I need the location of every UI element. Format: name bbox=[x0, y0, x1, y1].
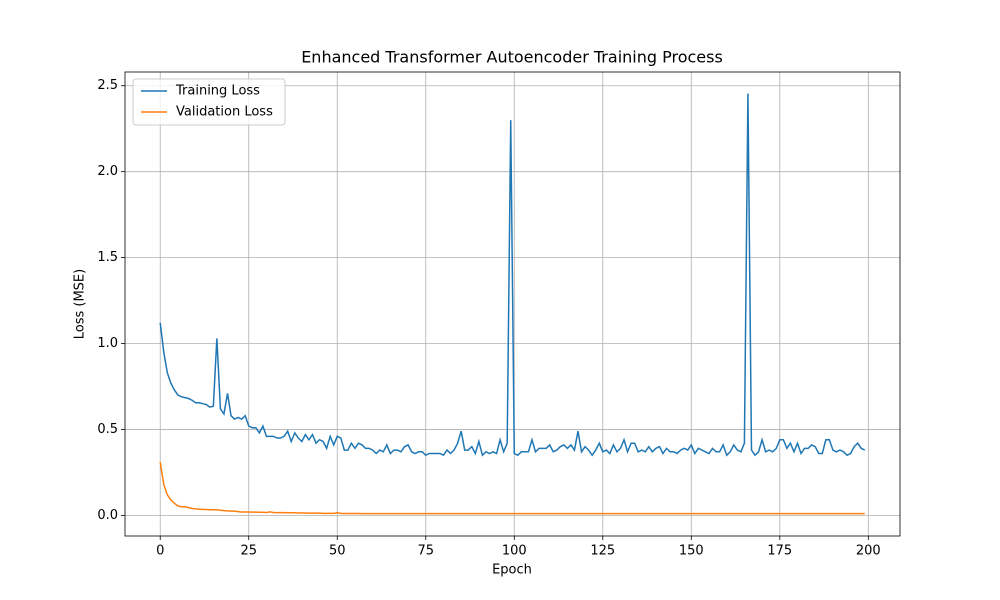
y-tick-label: 1.0 bbox=[97, 336, 118, 351]
x-tick-label: 0 bbox=[156, 544, 164, 559]
line-series bbox=[159, 461, 865, 515]
x-tick-label: 200 bbox=[856, 544, 881, 559]
y-tick-label: 2.5 bbox=[97, 78, 118, 93]
y-tick-label: 2.0 bbox=[97, 164, 118, 179]
x-tick-label: 75 bbox=[417, 544, 434, 559]
x-tick-label: 175 bbox=[767, 544, 792, 559]
legend-label: Training Loss bbox=[175, 84, 260, 99]
y-axis-label: Loss (MSE) bbox=[73, 269, 88, 339]
legend-box bbox=[132, 78, 286, 126]
y-tick-label: 0.0 bbox=[97, 508, 118, 523]
x-tick-label: 150 bbox=[679, 544, 704, 559]
y-tick-label: 0.5 bbox=[97, 422, 118, 437]
x-tick-label: 100 bbox=[502, 544, 527, 559]
chart-title: Enhanced Transformer Autoencoder Trainin… bbox=[301, 48, 723, 67]
plot-frame bbox=[124, 71, 901, 537]
line-series bbox=[159, 93, 866, 457]
x-tick-label: 50 bbox=[329, 544, 346, 559]
x-axis-label: Epoch bbox=[492, 563, 532, 578]
y-tick-label: 1.5 bbox=[97, 250, 118, 265]
x-tick-label: 125 bbox=[590, 544, 615, 559]
x-tick-label: 25 bbox=[240, 544, 257, 559]
legend-label: Validation Loss bbox=[176, 105, 273, 120]
